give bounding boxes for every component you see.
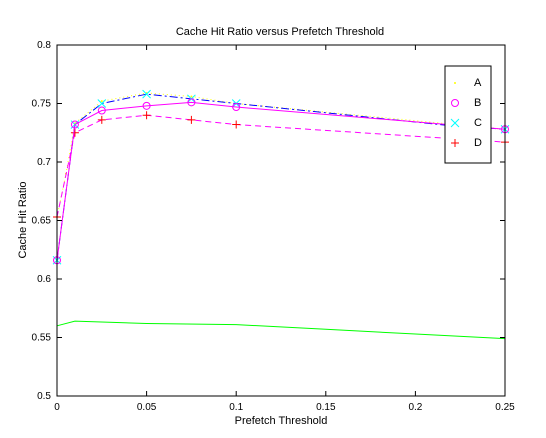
legend-label: D (474, 137, 482, 149)
series-b (53, 98, 509, 265)
x-tick-label: 0.05 (137, 402, 157, 413)
series-layer (52, 89, 510, 340)
y-tick-label: 0.6 (37, 274, 51, 285)
data-point (100, 100, 103, 103)
legend-marker (450, 118, 460, 128)
data-point (232, 103, 241, 112)
series-line (56, 92, 506, 218)
data-point (232, 120, 241, 129)
data-point (142, 101, 151, 110)
legend-marker (451, 99, 459, 107)
y-axis-label: Cache Hit Ratio (17, 181, 29, 258)
data-point (187, 98, 196, 107)
legend-marker (454, 82, 456, 84)
x-tick-label: 0.15 (316, 402, 336, 413)
data-point (97, 115, 106, 124)
data-point (97, 106, 106, 115)
legend-label: A (474, 77, 482, 89)
data-point (97, 99, 107, 108)
series-line (56, 114, 506, 218)
y-tick-label: 0.75 (32, 99, 52, 110)
series-d (53, 111, 509, 221)
data-point (70, 128, 79, 137)
x-tick-label: 0 (54, 402, 60, 413)
chart-title: Cache Hit Ratio versus Prefetch Threshol… (176, 26, 384, 38)
y-tick-label: 0.65 (32, 216, 52, 227)
series-c (52, 89, 510, 265)
x-axis-label: Prefetch Threshold (235, 415, 328, 427)
legend-marker (451, 139, 459, 147)
y-tick-label: 0.7 (37, 157, 51, 168)
series-line (56, 101, 506, 261)
series-unlabeled (56, 320, 506, 340)
tick-layer: 0 0.05 0.1 0.15 0.2 0.25 0.5 0.55 0.6 0.65 0.7 0.75… (32, 40, 516, 413)
data-point (187, 115, 196, 124)
legend-box (444, 65, 492, 164)
legend-label: C (474, 117, 482, 129)
series-line (56, 93, 506, 261)
x-tick-label: 0.1 (229, 402, 243, 413)
series-line (56, 320, 506, 340)
data-point (70, 120, 79, 129)
legend-label: B (474, 97, 481, 109)
data-point (142, 89, 151, 99)
x-tick-label: 0.25 (495, 402, 515, 413)
plot-frame (56, 44, 506, 397)
data-point (190, 95, 193, 98)
y-tick-label: 0.55 (32, 333, 52, 344)
y-tick-label: 0.8 (37, 40, 51, 51)
x-tick-label: 0.2 (408, 402, 422, 413)
data-point (142, 111, 151, 120)
y-tick-label: 0.5 (37, 391, 51, 402)
